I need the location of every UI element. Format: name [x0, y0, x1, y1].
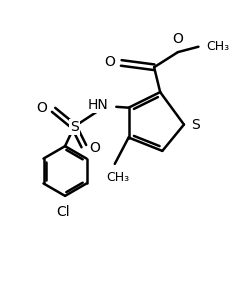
Text: O: O [37, 101, 48, 115]
Text: O: O [104, 55, 115, 69]
Text: Cl: Cl [56, 204, 70, 219]
Text: S: S [70, 120, 78, 134]
Text: S: S [191, 118, 200, 132]
Text: CH₃: CH₃ [206, 39, 229, 53]
Text: O: O [172, 32, 183, 46]
Text: HN: HN [88, 98, 109, 112]
Text: CH₃: CH₃ [106, 171, 130, 184]
Text: O: O [89, 141, 100, 155]
